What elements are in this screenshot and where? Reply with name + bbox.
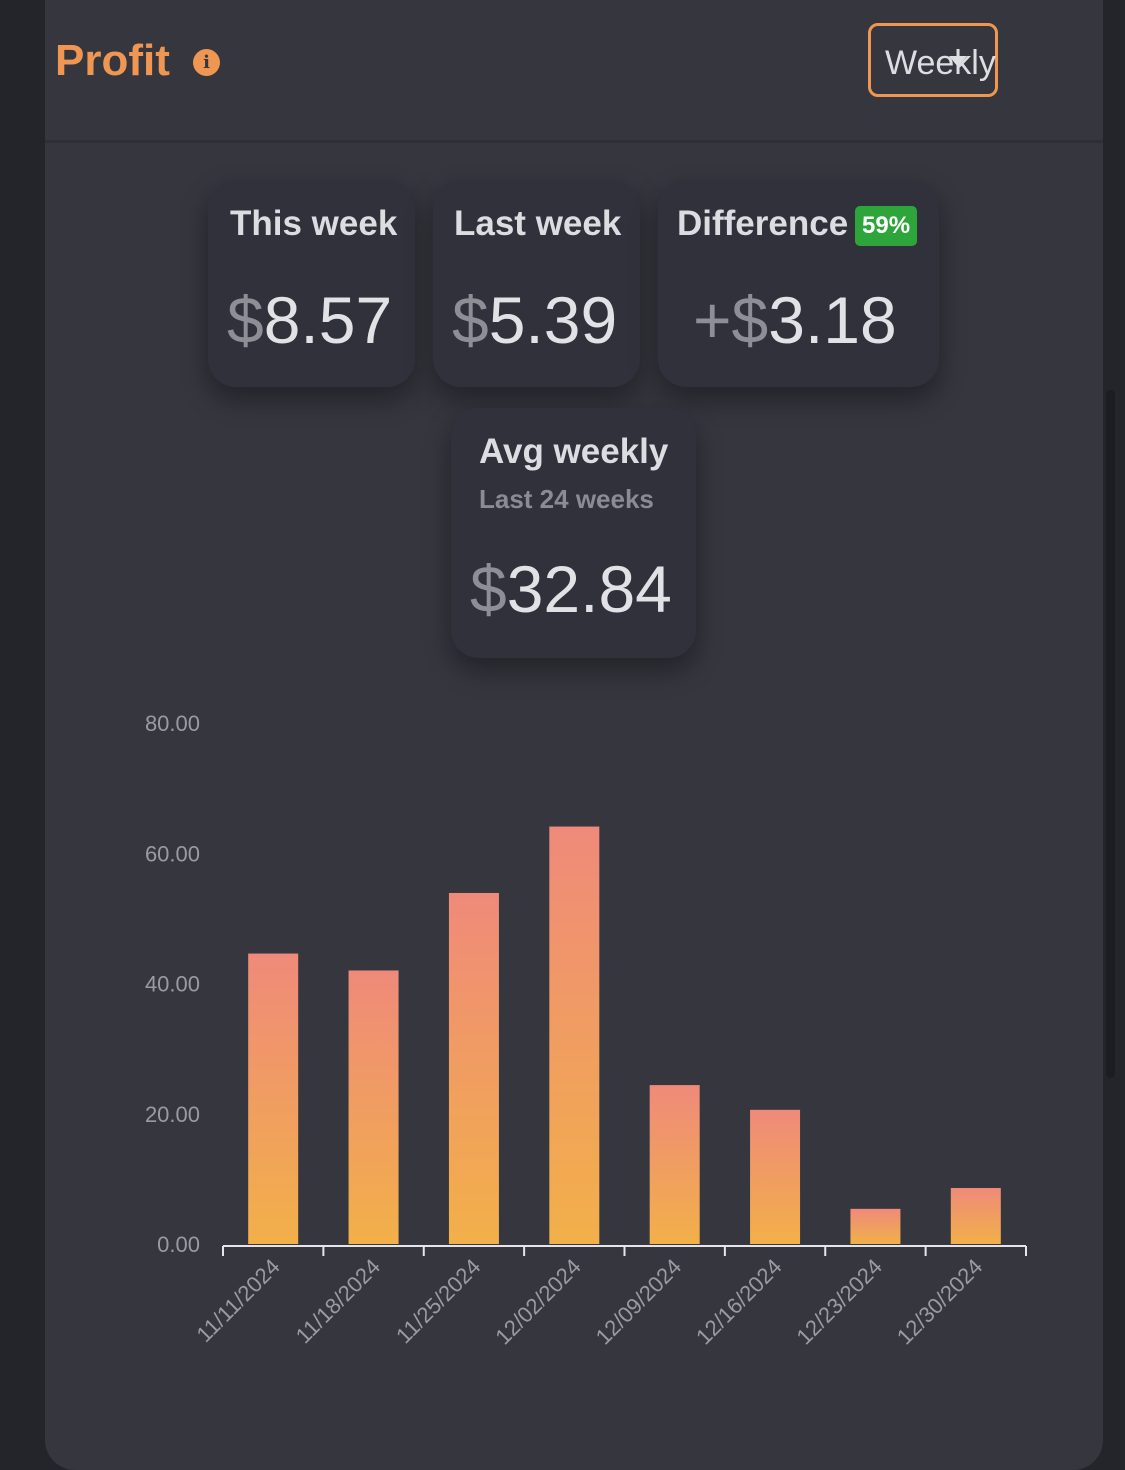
scrollbar[interactable] — [1106, 390, 1115, 1078]
period-select[interactable]: Weekly — [868, 23, 998, 97]
card-header — [45, 0, 1103, 143]
y-tick-label: 0.00 — [157, 1232, 200, 1257]
bar — [649, 1085, 700, 1244]
profit-bar-chart: 0.00 20.00 40.00 60.00 80.00 11/11/2024 11/18/… — [145, 711, 1027, 1350]
y-tick-label: 60.00 — [145, 841, 200, 866]
stat-sublabel: Last 24 weeks — [479, 484, 654, 514]
stat-this-week: This week $8.57 — [208, 180, 415, 387]
stat-label: Avg weekly — [479, 432, 669, 471]
stat-last-week: Last week $5.39 — [433, 180, 640, 387]
y-tick-label: 80.00 — [145, 711, 200, 736]
stat-value: $32.84 — [470, 552, 672, 626]
stat-label: Last week — [454, 204, 622, 243]
percent-badge: 59% — [855, 206, 918, 246]
bar — [750, 1109, 801, 1244]
x-tick-label: 12/23/2024 — [791, 1254, 887, 1350]
chevron-down-icon — [949, 56, 967, 67]
x-tick-label: 12/16/2024 — [691, 1254, 787, 1350]
stat-difference: Difference 59% +$3.18 — [658, 180, 939, 387]
y-tick-label: 40.00 — [145, 972, 200, 997]
x-tick-label: 11/18/2024 — [291, 1254, 385, 1348]
x-tick-label: 11/25/2024 — [391, 1254, 485, 1348]
y-tick-label: 20.00 — [145, 1102, 200, 1127]
bar — [950, 1187, 1001, 1244]
stat-label: This week — [230, 204, 398, 243]
stat-value: $8.57 — [227, 283, 393, 357]
x-tick-label: 11/11/2024 — [191, 1254, 284, 1347]
x-tick-label: 12/30/2024 — [892, 1254, 988, 1350]
bar — [850, 1208, 901, 1244]
bar — [348, 970, 399, 1244]
page-title: Profit — [55, 36, 170, 85]
info-icon[interactable]: i — [193, 49, 220, 76]
stat-label: Difference — [677, 204, 849, 243]
x-tick-label: 12/09/2024 — [591, 1254, 687, 1350]
stat-value: $5.39 — [452, 283, 618, 357]
bar — [448, 892, 499, 1244]
x-tick-label: 12/02/2024 — [490, 1254, 586, 1350]
period-select-value: Weekly — [885, 44, 996, 82]
stat-value: +$3.18 — [693, 283, 897, 357]
bar — [248, 953, 299, 1244]
bar — [549, 826, 600, 1244]
stat-avg-weekly: Avg weekly Last 24 weeks $32.84 — [451, 408, 696, 658]
